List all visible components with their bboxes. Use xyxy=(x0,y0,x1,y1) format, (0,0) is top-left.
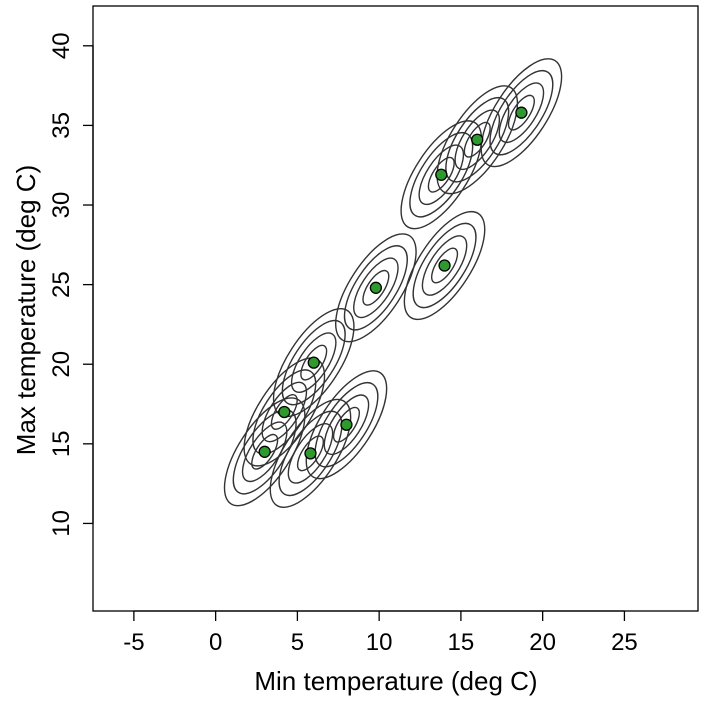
density-contour xyxy=(223,397,306,507)
density-contour xyxy=(314,381,379,468)
density-contour xyxy=(480,58,563,168)
y-tick-label: 35 xyxy=(48,112,75,139)
density-contour xyxy=(436,85,519,195)
density-contours xyxy=(223,58,563,508)
density-contour xyxy=(454,109,501,171)
y-tick-label: 15 xyxy=(48,430,75,457)
data-point xyxy=(340,418,353,431)
density-contour xyxy=(445,97,510,183)
y-tick-label: 25 xyxy=(48,271,75,298)
density-contour xyxy=(507,94,535,131)
data-point xyxy=(307,356,320,369)
density-contour xyxy=(430,247,459,284)
data-point xyxy=(438,259,451,272)
density-contour xyxy=(403,210,486,321)
data-point xyxy=(369,281,383,294)
density-contour xyxy=(463,121,491,158)
x-tick-label: 15 xyxy=(448,629,475,656)
density-contour xyxy=(232,409,297,495)
data-point xyxy=(278,405,291,419)
density-contour xyxy=(334,233,417,343)
x-axis: -5 0 5 10 15 20 25 xyxy=(123,610,638,656)
density-contour xyxy=(296,435,325,472)
data-point xyxy=(258,445,271,458)
density-contour xyxy=(305,370,388,480)
density-contour xyxy=(418,144,465,206)
density-contour xyxy=(251,433,279,470)
y-axis-title: Max temperature (deg C) xyxy=(11,165,41,455)
y-tick-label: 10 xyxy=(48,510,75,537)
y-axis: 10 15 20 25 30 35 40 xyxy=(48,32,94,537)
density-contour xyxy=(412,222,477,309)
y-tick-label: 40 xyxy=(48,32,75,59)
density-contour xyxy=(261,381,308,443)
density-contour xyxy=(409,132,474,218)
density-contour xyxy=(421,235,468,296)
y-tick-label: 30 xyxy=(48,192,75,219)
data-points xyxy=(258,106,528,460)
y-tick-label: 20 xyxy=(48,351,75,378)
density-contour xyxy=(323,394,370,456)
density-contour xyxy=(332,406,361,443)
x-tick-label: 5 xyxy=(291,629,304,656)
plot-frame xyxy=(92,5,699,612)
data-point xyxy=(435,168,448,181)
x-tick-label: 25 xyxy=(611,629,638,656)
x-tick-label: -5 xyxy=(123,629,144,656)
density-contour xyxy=(290,332,337,393)
data-point xyxy=(515,106,528,119)
density-contour xyxy=(362,269,390,306)
density-contour xyxy=(287,423,334,484)
density-contour xyxy=(353,257,399,319)
density-contour xyxy=(489,69,554,156)
data-point xyxy=(471,133,484,146)
x-tick-label: 10 xyxy=(366,629,393,656)
density-contour xyxy=(281,319,346,406)
density-contour xyxy=(400,120,483,230)
density-contour xyxy=(269,398,352,508)
x-tick-label: 0 xyxy=(209,629,222,656)
density-contour xyxy=(427,156,455,193)
density-contour xyxy=(300,344,328,381)
x-axis-title: Min temperature (deg C) xyxy=(254,666,537,696)
data-point xyxy=(304,447,317,460)
x-tick-label: 20 xyxy=(529,629,556,656)
density-contour xyxy=(343,245,408,331)
density-contour xyxy=(498,82,545,144)
